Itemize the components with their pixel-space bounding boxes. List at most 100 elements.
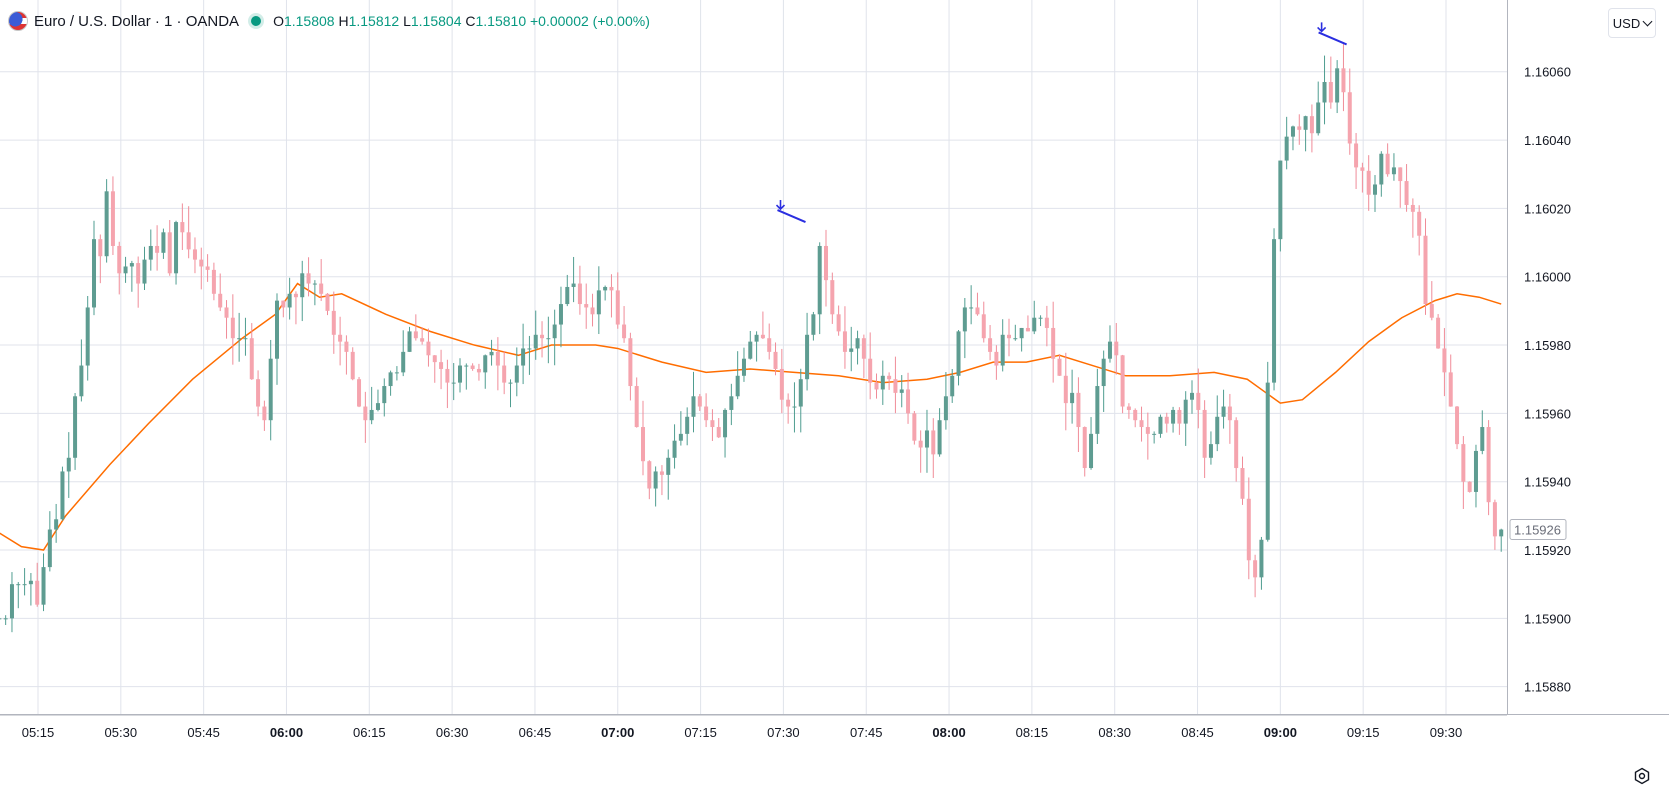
candle-body [224, 307, 229, 318]
time-tick-label: 07:00 [601, 725, 634, 740]
candle-body [1265, 382, 1270, 540]
candle-body [331, 310, 336, 335]
candle-body [54, 519, 59, 530]
candle-body [1095, 386, 1100, 434]
candle-body [710, 420, 715, 428]
candle-body [110, 191, 115, 246]
price-tick-label: 1.16060 [1524, 65, 1571, 80]
price-tick-label: 1.15880 [1524, 680, 1571, 695]
candle-body [1063, 375, 1068, 404]
candle-body [1499, 529, 1504, 537]
candle-body [754, 334, 759, 342]
candle-body [281, 300, 286, 308]
candle-body [603, 286, 608, 291]
candle-body [338, 334, 343, 342]
open-value: 1.15808 [283, 13, 335, 29]
candle-body [495, 351, 500, 366]
candle-body [975, 307, 980, 315]
candle-body [741, 358, 746, 376]
candle-body [92, 239, 97, 308]
candle-body [420, 338, 425, 342]
candle-body [426, 341, 431, 356]
candle-body [628, 338, 633, 387]
candlestick-series [0, 43, 1504, 633]
candle-body [950, 375, 955, 397]
candle-body [622, 324, 627, 339]
candle-body [407, 331, 412, 352]
candle-body [1013, 338, 1018, 340]
candle-body [1379, 153, 1384, 185]
candle-body [1215, 416, 1220, 445]
candle-body [9, 584, 14, 619]
candle-body [943, 396, 948, 421]
candle-body [1139, 420, 1144, 428]
candle-body [230, 317, 235, 339]
candle-body [1082, 427, 1087, 469]
candle-body [1208, 444, 1213, 458]
candle-body [1057, 358, 1062, 376]
candle-body [1158, 416, 1163, 434]
candle-body [1404, 181, 1409, 205]
candle-body [1076, 392, 1081, 428]
candle-body [148, 245, 153, 260]
candle-body [937, 420, 942, 455]
candle-body [1486, 427, 1491, 503]
candle-body [464, 365, 469, 367]
candle-body [1284, 136, 1289, 161]
candle-body [3, 618, 8, 620]
candle-body [584, 304, 589, 308]
candle-body [609, 286, 614, 291]
candle-body [1385, 153, 1390, 175]
candle-body [723, 409, 728, 438]
candle-body [476, 368, 481, 373]
candle-body [577, 283, 582, 305]
candle-body [1455, 406, 1460, 445]
candle-body [849, 348, 854, 352]
candle-body [60, 471, 65, 520]
time-tick-label: 07:45 [850, 725, 883, 740]
close-value: 1.15810 [475, 13, 527, 29]
candle-body [1164, 416, 1169, 424]
price-tick-label: 1.15920 [1524, 543, 1571, 558]
candle-body [678, 433, 683, 441]
candle-body [672, 440, 677, 458]
candle-body [558, 304, 563, 325]
candle-body [1145, 427, 1150, 434]
candle-body [931, 430, 936, 455]
currency-button[interactable]: USD [1608, 8, 1656, 38]
high-value: 1.15812 [348, 13, 400, 29]
symbol-title[interactable]: Euro / U.S. Dollar · 1 · OANDA [34, 12, 240, 30]
market-status-dot-icon[interactable] [251, 16, 262, 26]
candle-body [1480, 427, 1485, 451]
settings-button[interactable] [1630, 764, 1654, 788]
signal-marker-line [1318, 31, 1348, 46]
time-axis-bg [0, 715, 1669, 798]
eur-usd-flag-icon [8, 11, 28, 31]
candle-body [893, 379, 898, 393]
candle-body [237, 338, 242, 340]
candle-body [824, 245, 829, 281]
candle-body [0, 618, 2, 620]
candle-body [615, 290, 620, 325]
candle-body [1120, 355, 1125, 407]
candle-body [1473, 450, 1478, 492]
candle-body [458, 365, 463, 383]
candle-body [319, 283, 324, 294]
candle-body [98, 239, 103, 257]
candle-body [1366, 170, 1371, 195]
candle-body [401, 351, 406, 373]
candle-body [956, 331, 961, 376]
candle-body [521, 348, 526, 366]
candle-body [1070, 392, 1075, 404]
candle-body [918, 440, 923, 448]
candle-body [192, 249, 197, 260]
candle-body [685, 416, 690, 434]
candle-body [1442, 348, 1447, 373]
candle-body [1000, 334, 1005, 366]
candle-body [697, 396, 702, 407]
candle-body [1227, 406, 1232, 421]
time-tick-label: 07:30 [767, 725, 800, 740]
time-tick-label: 06:30 [436, 725, 469, 740]
candle-body [836, 314, 841, 332]
